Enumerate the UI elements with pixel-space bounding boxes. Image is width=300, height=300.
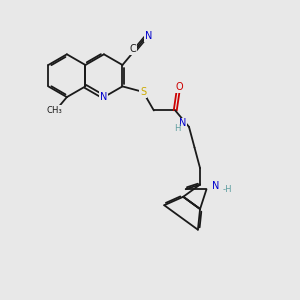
Text: N: N — [179, 118, 186, 128]
Text: N: N — [212, 181, 219, 191]
Text: H: H — [175, 124, 181, 134]
Text: N: N — [145, 31, 153, 41]
Text: O: O — [176, 82, 184, 92]
Text: S: S — [140, 87, 146, 97]
Text: -H: -H — [223, 185, 232, 194]
Text: N: N — [100, 92, 108, 102]
Text: CH₃: CH₃ — [47, 106, 63, 115]
Text: C: C — [130, 44, 136, 54]
